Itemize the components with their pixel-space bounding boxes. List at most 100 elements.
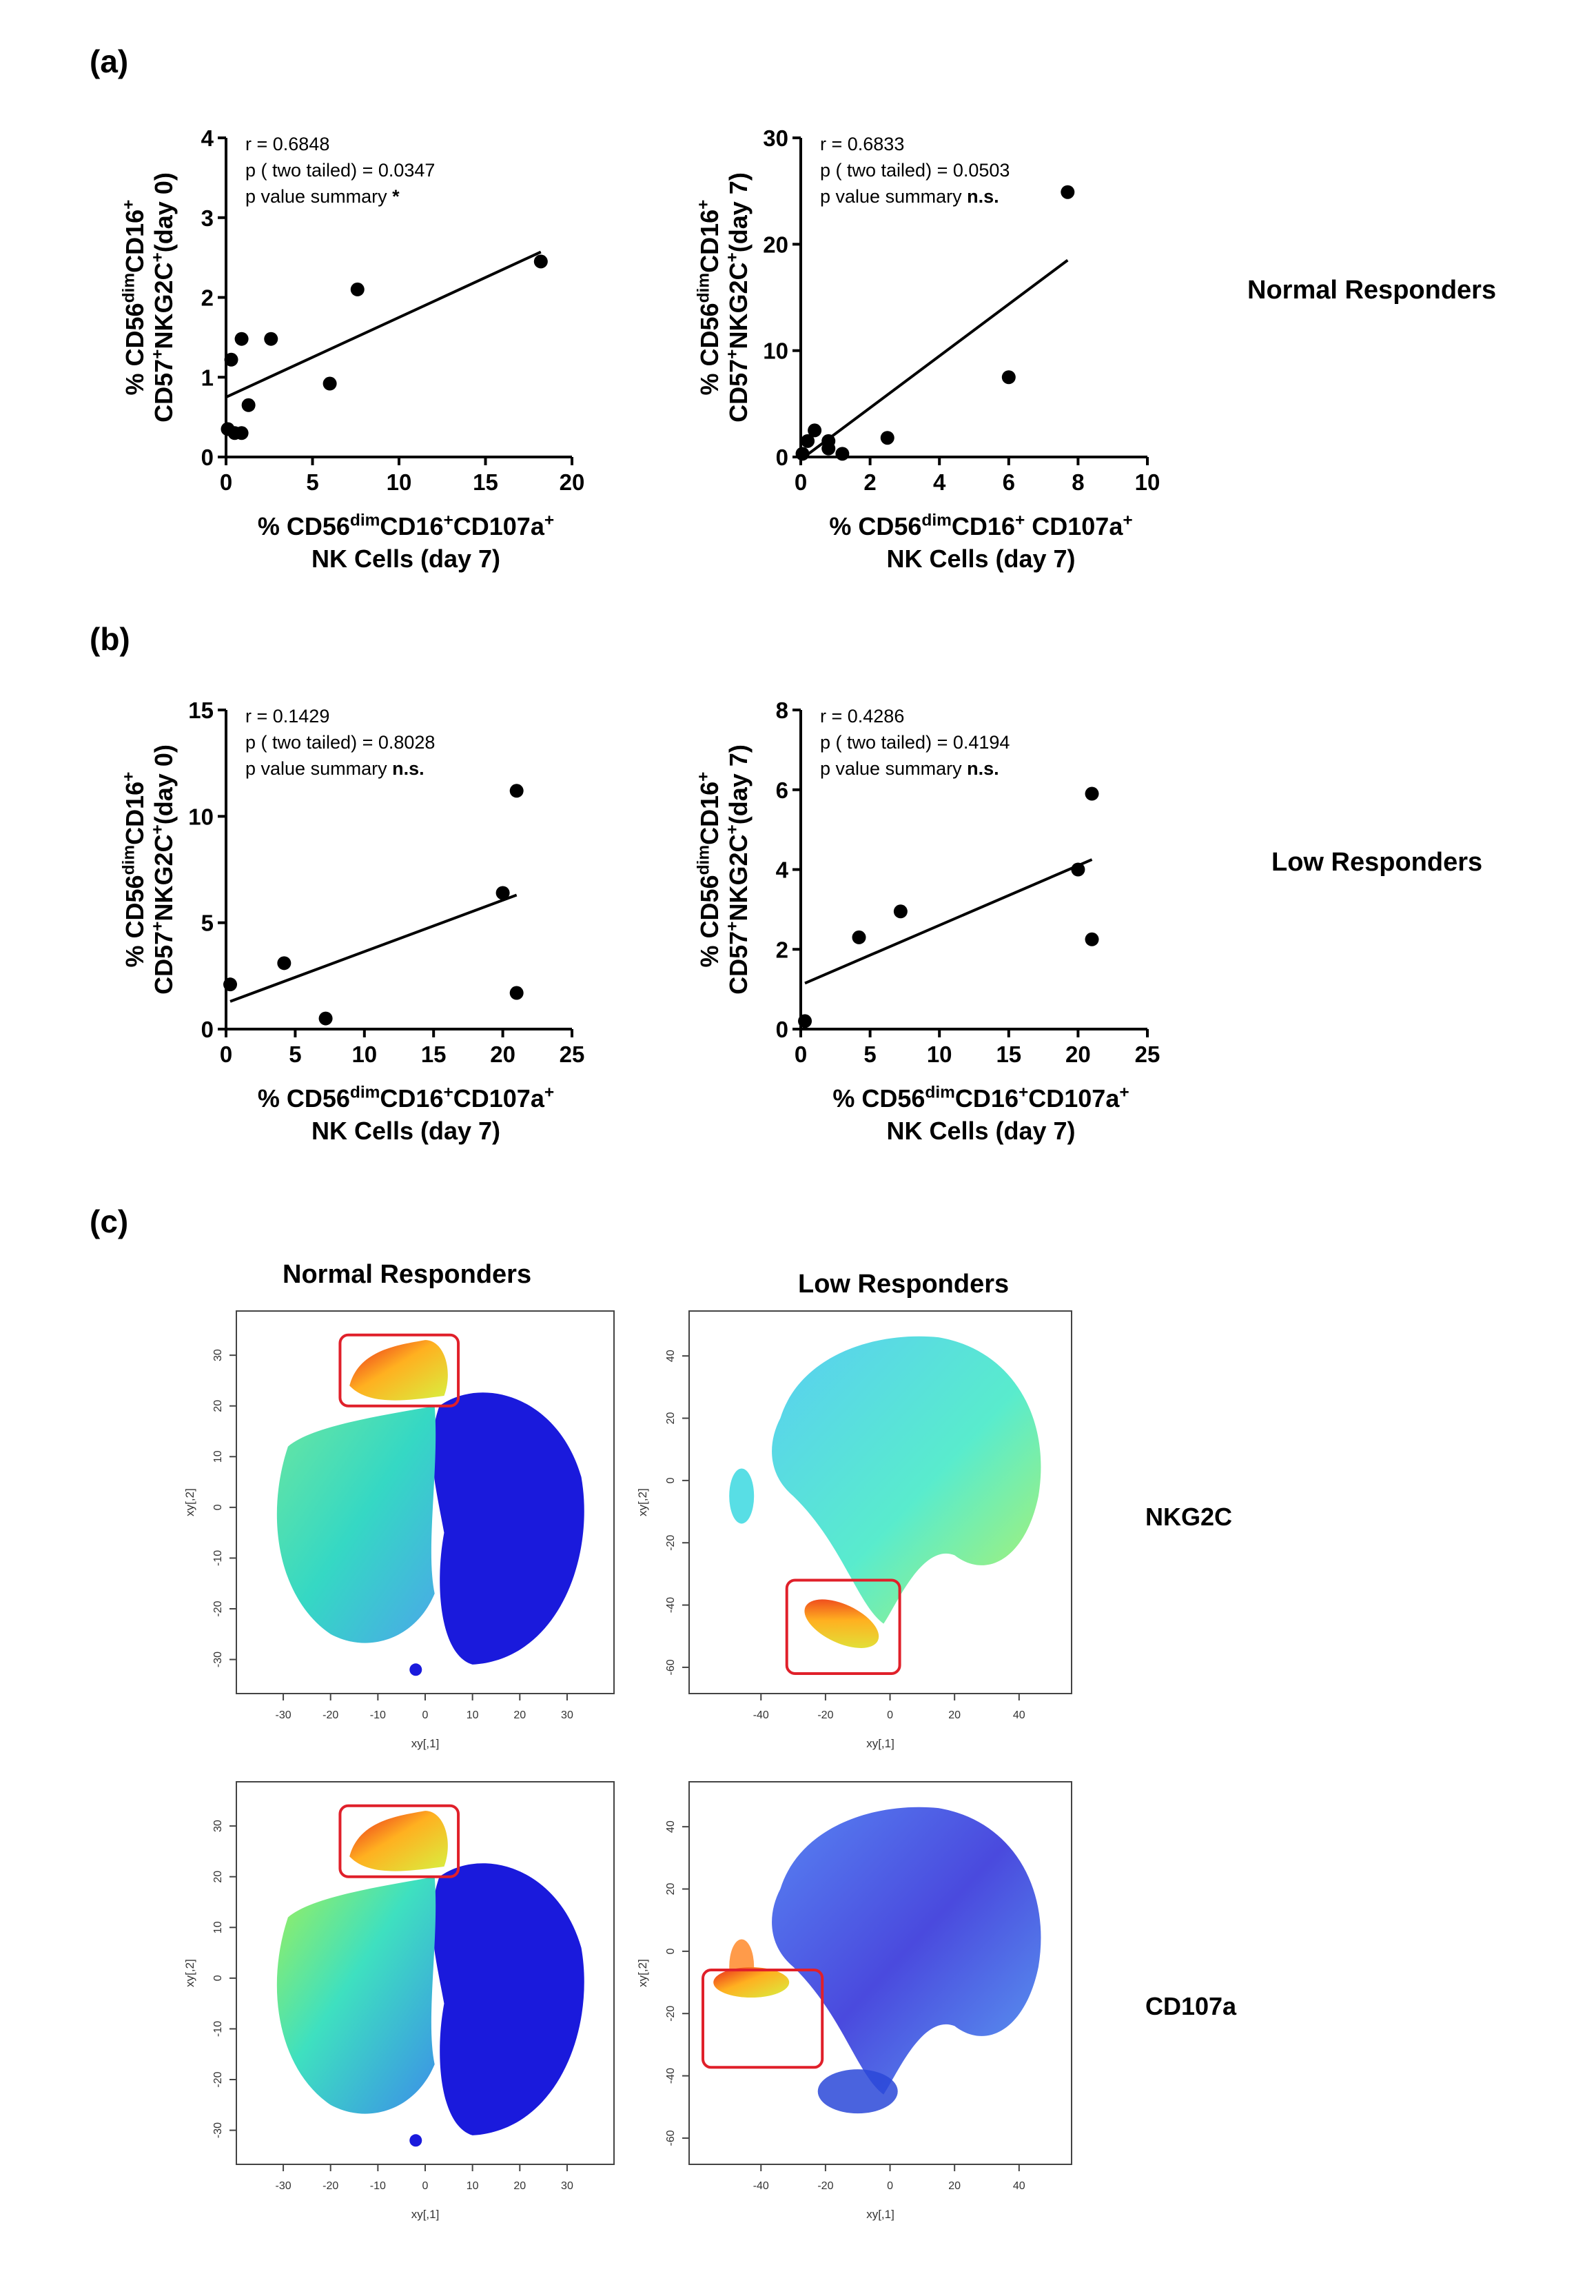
x-axis-label: xy[,1] [866, 1737, 894, 1750]
x-tick-label: 0 [795, 469, 807, 495]
data-point [893, 904, 908, 919]
y-tick-label: 0 [776, 1017, 788, 1042]
x-tick-label: -40 [753, 2180, 769, 2192]
y-axis-label: CD57+NKG2C+(day 0) [148, 744, 178, 995]
y-tick-label: 20 [665, 1412, 677, 1425]
panel-label-c: (c) [90, 1203, 129, 1239]
y-tick-label: 20 [763, 232, 788, 257]
y-tick-label: -40 [665, 1597, 677, 1613]
data-point [880, 431, 894, 445]
x-tick-label: -10 [370, 2180, 386, 2192]
y-tick-label: 10 [188, 804, 214, 829]
x-tick-label: 8 [1072, 469, 1084, 495]
y-tick-label: -20 [665, 1535, 677, 1551]
panel-label-b: (b) [90, 621, 130, 657]
data-point [264, 332, 278, 346]
x-axis-label: NK Cells (day 7) [886, 1117, 1075, 1145]
y-axis-label: % CD56dimCD16+ [694, 772, 724, 968]
y-axis-label: % CD56dimCD16+ [119, 200, 149, 396]
y-tick-label: 10 [212, 1450, 224, 1463]
data-point [1061, 185, 1075, 199]
data-point [318, 1011, 333, 1026]
x-tick-label: 40 [1013, 2180, 1025, 2192]
x-tick-label: 10 [351, 1042, 377, 1067]
stats-line: r = 0.6848 [245, 134, 329, 154]
y-tick-label: 5 [201, 911, 214, 936]
tsne-frame [236, 1310, 615, 1694]
x-tick-label: 5 [306, 469, 318, 495]
x-tick-label: -20 [817, 1709, 833, 1721]
x-tick-label: -10 [370, 1709, 386, 1721]
tsne-col-header-low: Low Responders [798, 1270, 1010, 1299]
data-point [1085, 786, 1099, 801]
x-tick-label: -20 [323, 2180, 338, 2192]
y-tick-label: 10 [212, 1921, 224, 1933]
stats-line: p value summary n.s. [245, 758, 424, 779]
y-tick-label: 0 [212, 1975, 224, 1981]
y-tick-label: 2 [201, 285, 214, 311]
scatter-b-left: 0 5 10 15 20 25 0 5 10 15 r = 0.1429 p ( two tailed… [119, 698, 584, 1145]
panel-label-a: (a) [90, 43, 129, 79]
x-tick-label: 0 [887, 1709, 893, 1721]
y-axis-label: CD57+NKG2C+(day 7) [723, 744, 753, 995]
data-point [808, 423, 822, 438]
x-tick-label: 20 [513, 1709, 526, 1721]
tsne-cluster-high [713, 1967, 790, 1998]
tsne-cluster-arm [729, 1939, 755, 1995]
y-tick-label: 0 [665, 1477, 677, 1483]
y-tick-label: 10 [763, 338, 788, 364]
data-point [509, 784, 524, 798]
x-tick-label: 20 [948, 2180, 961, 2192]
x-tick-label: 20 [560, 469, 585, 495]
tsne-frame [236, 1781, 615, 2165]
y-tick-label: -30 [212, 1652, 224, 1667]
x-axis-label: xy[,1] [866, 2208, 894, 2221]
y-axis-label: % CD56dimCD16+ [694, 200, 724, 396]
y-tick-label: 2 [776, 937, 788, 962]
data-point [1071, 862, 1085, 877]
tsne-lr-cd107a: -40 -20 0 20 40 -60 -40 -20 0 20 40 xy[,1] xy[,2] [636, 1781, 1072, 2221]
x-tick-label: 10 [467, 2180, 479, 2192]
data-point [801, 434, 815, 448]
highlight-box [338, 1804, 460, 1878]
stats-line: r = 0.4286 [820, 706, 904, 727]
data-point [234, 426, 249, 440]
tsne-nr-cd107a: -30 -20 -10 0 10 20 30 -30 -20 -10 0 10 20 30 xy[,1] xy… [183, 1781, 615, 2221]
x-tick-label: 20 [1065, 1042, 1091, 1067]
x-tick-label: 20 [948, 1709, 961, 1721]
y-tick-label: 20 [212, 1871, 224, 1883]
data-point [509, 986, 524, 1000]
x-axis-label: xy[,1] [411, 2208, 440, 2221]
x-axis-label: NK Cells (day 7) [311, 1117, 500, 1145]
y-tick-label: 1 [201, 365, 214, 390]
y-axis-label: xy[,2] [636, 1488, 649, 1516]
data-point [1085, 932, 1099, 946]
scatter-a-right: 0 2 4 6 8 10 0 10 20 30 r = 0.6833 p ( two tailed) … [694, 125, 1160, 573]
tsne-cluster-positive [276, 1405, 436, 1643]
x-tick-label: 40 [1013, 1709, 1025, 1721]
data-point [241, 398, 256, 412]
tsne-cluster-main [772, 1807, 1041, 2095]
tsne-frame [688, 1310, 1072, 1694]
tsne-nr-nkg2c: -30 -20 -10 0 10 20 30 -30 -20 -10 0 10 20 30 xy[,1] xy… [183, 1310, 615, 1750]
x-tick-label: 30 [561, 2180, 573, 2192]
data-point [350, 282, 365, 296]
highlight-box [785, 1578, 901, 1675]
data-point [821, 441, 836, 456]
x-tick-label: -30 [275, 2180, 291, 2192]
stats-line: p ( two tailed) = 0.0503 [820, 160, 1010, 181]
group-label-low: Low Responders [1271, 848, 1483, 877]
y-tick-label: 0 [776, 445, 788, 470]
y-tick-label: 6 [776, 778, 788, 803]
tsne-lr-nkg2c: -40 -20 0 20 40 -60 -40 -20 0 20 40 xy[,1] xy[,2] [636, 1310, 1072, 1750]
tsne-cluster-small [409, 1663, 422, 1676]
regression-line [229, 893, 518, 1003]
y-tick-label: 8 [776, 698, 788, 723]
stats-line: p ( two tailed) = 0.4194 [820, 732, 1010, 753]
x-tick-label: 25 [1135, 1042, 1160, 1067]
x-tick-label: 6 [1003, 469, 1015, 495]
y-tick-label: 15 [188, 698, 214, 723]
y-tick-label: -40 [665, 2068, 677, 2084]
stats-line: r = 0.1429 [245, 706, 329, 727]
x-tick-label: 15 [473, 469, 498, 495]
